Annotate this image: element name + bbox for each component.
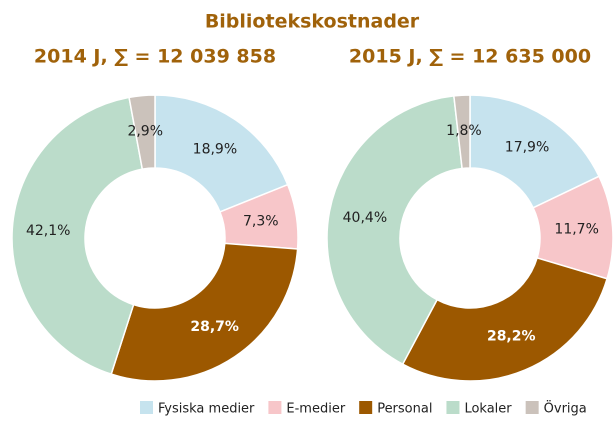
donut-segment — [11, 96, 144, 376]
legend-swatch — [268, 401, 282, 414]
data-label: 7,3% — [243, 214, 279, 230]
donut-segment — [128, 94, 156, 171]
data-label: 28,7% — [190, 319, 239, 335]
data-label: 40,4% — [343, 210, 387, 226]
data-label: 2,9% — [127, 123, 163, 139]
chart-title: Bibliotekskostnader — [205, 11, 420, 33]
donut-segment — [154, 94, 289, 213]
legend-label: Lokaler — [464, 402, 512, 417]
donut-segment — [326, 95, 463, 366]
legend-swatch — [140, 401, 153, 414]
data-label: 28,2% — [487, 329, 536, 345]
data-label: 1,8% — [446, 123, 482, 139]
data-label: 17,9% — [505, 139, 549, 155]
donut-segment — [401, 257, 609, 382]
data-label: 18,9% — [193, 141, 237, 157]
legend-swatch — [359, 401, 373, 414]
chart-subtitle: 2015 J, ∑ = 12 635 000 — [349, 46, 591, 68]
legend-swatch — [446, 401, 460, 414]
donut-segment — [453, 94, 471, 170]
donut-segment — [110, 242, 299, 382]
legend-label: Övriga — [544, 400, 587, 417]
donut-segment — [469, 94, 601, 209]
legend-label: E-medier — [286, 402, 345, 417]
legend-label: Personal — [377, 402, 432, 417]
chart-subtitle: 2014 J, ∑ = 12 039 858 — [34, 46, 276, 68]
legend-label: Fysiska medier — [158, 402, 255, 417]
data-label: 42,1% — [26, 223, 70, 239]
data-label: 11,7% — [554, 222, 598, 238]
legend-swatch — [525, 401, 539, 414]
